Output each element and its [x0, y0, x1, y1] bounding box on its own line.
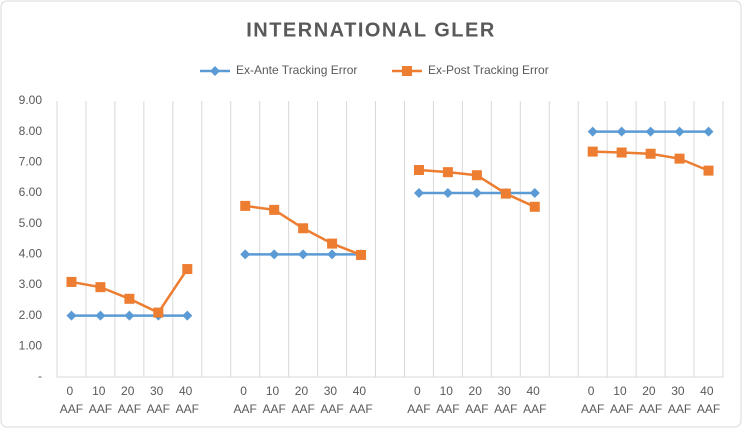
x-tick-label: 40 AAF	[697, 384, 720, 416]
x-tick-label: 20 AAF	[118, 384, 141, 416]
point-marker	[587, 146, 598, 157]
point-marker	[269, 204, 280, 215]
point-marker	[442, 188, 453, 198]
point-marker	[471, 188, 482, 198]
x-tick-label: 20 AAF	[465, 384, 488, 416]
x-tick-label: 0 AAF	[407, 384, 430, 416]
x-tick-label: 20 AAF	[639, 384, 662, 416]
y-tick-label: 7.00	[19, 155, 43, 169]
x-tick-label: 10 AAF	[263, 384, 286, 416]
chart-title: INTERNATIONAL GLER	[246, 19, 496, 41]
x-tick-label: 30 AAF	[320, 384, 343, 416]
point-marker	[413, 165, 424, 175]
point-marker	[529, 201, 540, 212]
point-marker	[587, 126, 598, 137]
y-tick-label: 5.00	[19, 216, 43, 230]
x-tick-label: 30 AAF	[668, 384, 691, 416]
point-marker	[674, 126, 685, 137]
point-marker	[616, 126, 627, 137]
point-marker	[269, 249, 280, 260]
point-marker	[240, 249, 251, 260]
point-marker	[645, 148, 656, 159]
point-marker	[153, 307, 164, 318]
point-marker	[66, 310, 77, 321]
point-marker	[182, 264, 193, 275]
point-marker	[471, 170, 482, 181]
y-tick-label: 1.00	[19, 339, 43, 353]
point-marker	[703, 165, 714, 176]
x-tick-label: 20 AAF	[291, 384, 314, 416]
point-marker	[298, 223, 309, 234]
legend-marker	[402, 66, 412, 76]
point-marker	[95, 310, 106, 321]
y-tick-label: 2.00	[19, 308, 43, 322]
y-tick-label: 4.00	[19, 247, 43, 261]
point-marker	[616, 147, 627, 158]
point-marker	[298, 249, 309, 260]
point-marker	[674, 153, 685, 164]
y-tick-label: -	[38, 369, 42, 383]
y-tick-label: 9.00	[19, 93, 43, 107]
point-marker	[182, 310, 193, 321]
point-marker	[124, 310, 135, 321]
y-tick-label: 6.00	[19, 185, 43, 199]
x-tick-label: 0 AAF	[60, 384, 83, 416]
point-marker	[124, 293, 135, 304]
y-tick-label: 8.00	[19, 124, 43, 138]
y-tick-label: 3.00	[19, 277, 43, 291]
x-tick-label: 0 AAF	[234, 384, 257, 416]
legend-label: Ex-Post Tracking Error	[428, 63, 549, 77]
point-marker	[703, 126, 714, 137]
point-marker	[413, 188, 424, 198]
point-marker	[240, 200, 251, 211]
legend-marker	[210, 66, 220, 76]
x-tick-label: 40 AAF	[349, 384, 372, 416]
point-marker	[500, 188, 511, 199]
point-marker	[529, 188, 540, 198]
point-marker	[645, 126, 656, 137]
point-marker	[95, 282, 106, 293]
point-marker	[356, 249, 367, 260]
legend-label: Ex-Ante Tracking Error	[236, 63, 357, 77]
x-tick-label: 10 AAF	[610, 384, 633, 416]
point-marker	[327, 238, 338, 249]
x-tick-label: 30 AAF	[494, 384, 517, 416]
point-marker	[66, 276, 77, 287]
x-tick-label: 40 AAF	[176, 384, 199, 416]
x-tick-label: 0 AAF	[581, 384, 604, 416]
x-tick-label: 10 AAF	[436, 384, 459, 416]
x-tick-label: 40 AAF	[523, 384, 546, 416]
x-tick-label: 30 AAF	[147, 384, 170, 416]
point-marker	[327, 249, 338, 260]
point-marker	[442, 167, 453, 178]
x-tick-label: 10 AAF	[89, 384, 112, 416]
